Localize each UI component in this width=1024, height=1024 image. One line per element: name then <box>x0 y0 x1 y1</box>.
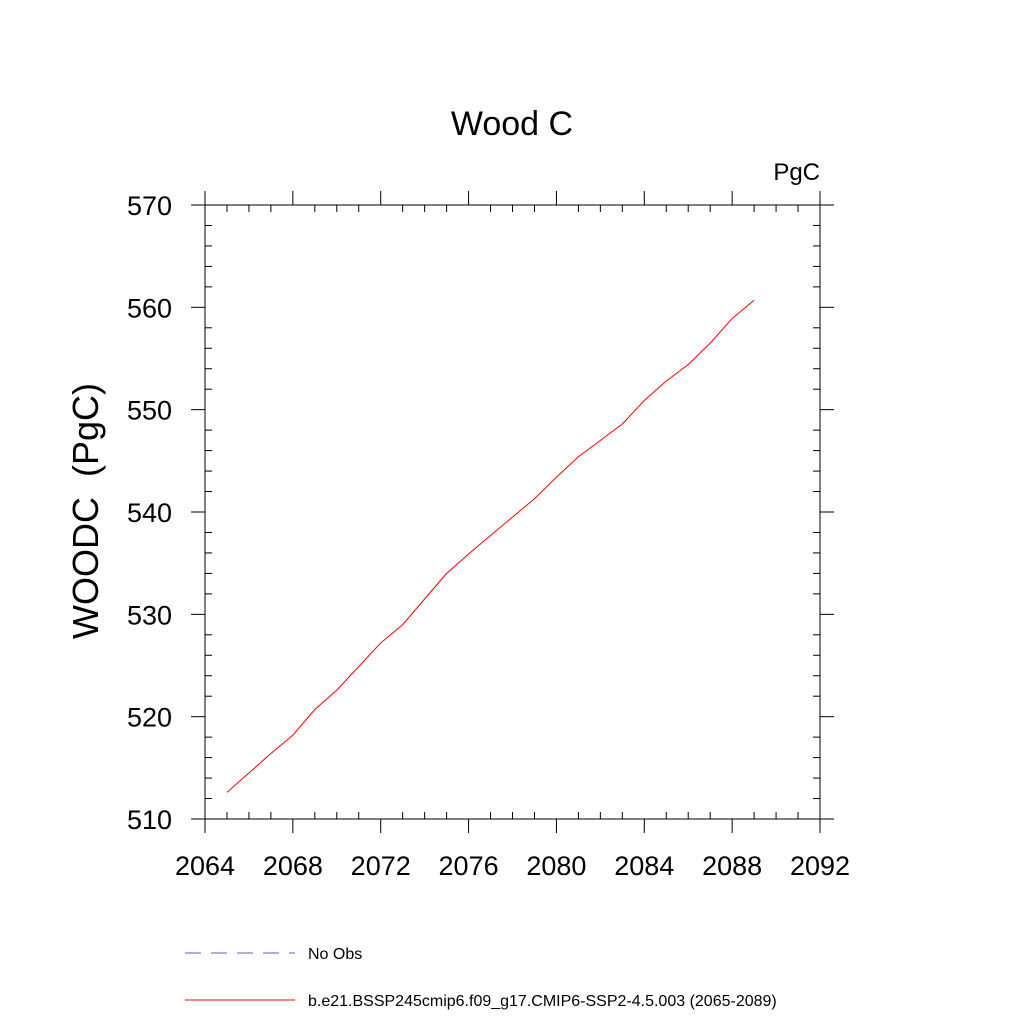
y-tick-label: 530 <box>127 600 172 630</box>
y-axis-label: WOODC (PgC) <box>65 383 106 639</box>
x-tick-label: 2068 <box>263 851 323 881</box>
y-tick-label: 520 <box>127 703 172 733</box>
x-tick-label: 2084 <box>614 851 674 881</box>
y-tick-label: 540 <box>127 498 172 528</box>
x-tick-label: 2092 <box>790 851 850 881</box>
chart-title: Wood C <box>451 105 573 143</box>
legend-label-1: b.e21.BSSP245cmip6.f09_g17.CMIP6-SSP2-4.… <box>308 993 777 1010</box>
ticks-layer: 2064 2068 2072 2076 2080 2084 2088 2092 510 520 53… <box>127 191 850 881</box>
y-tick-label: 560 <box>127 293 172 323</box>
y-tick-label: 570 <box>127 191 172 221</box>
legend-label-0: No Obs <box>308 946 362 963</box>
y-tick-label: 550 <box>127 396 172 426</box>
series-line-1 <box>226 299 755 793</box>
x-tick-label: 2080 <box>526 851 586 881</box>
x-tick-label: 2072 <box>351 851 411 881</box>
plot-frame <box>204 204 821 820</box>
x-tick-label: 2076 <box>439 851 499 881</box>
y-tick-label: 510 <box>127 805 172 835</box>
series-layer <box>226 299 755 793</box>
x-tick-label: 2088 <box>702 851 762 881</box>
x-tick-label: 2064 <box>175 851 235 881</box>
legend: No Obs b.e21.BSSP245cmip6.f09_g17.CMIP6-S… <box>185 946 777 1010</box>
units-label: PgC <box>773 159 820 186</box>
